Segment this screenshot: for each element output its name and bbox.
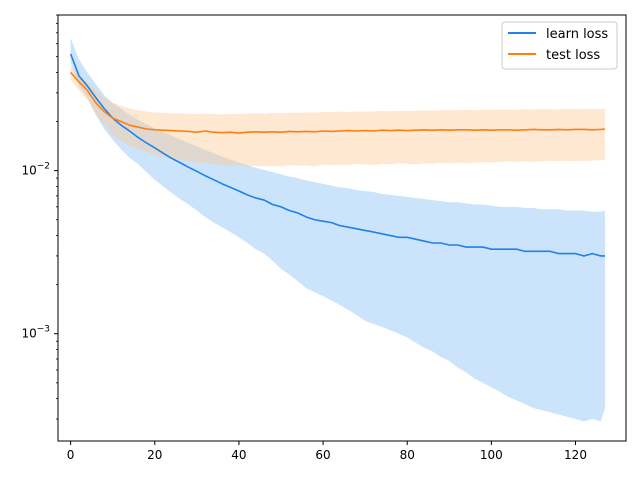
test-loss-band [70,65,605,167]
x-tick-label: 60 [315,448,330,462]
y-axis: 10−3 10−2 [21,14,58,420]
axes-frame [57,14,627,442]
legend-label-learn-loss: learn loss [546,27,608,42]
x-axis: 0 20 40 60 80 100 120 [67,441,587,462]
plot-area [69,38,606,422]
x-tick-label: 100 [480,448,503,462]
legend: learn loss test loss [501,21,618,70]
x-tick-label: 80 [400,448,415,462]
x-tick-label: 20 [147,448,162,462]
learn-loss-line [69,53,605,257]
learn-loss-band [70,38,605,422]
test-loss-line [70,71,606,134]
y-tick-label: 10−3 [21,325,50,341]
y-tick-label: 10−2 [21,162,50,178]
x-tick-label: 120 [564,448,587,462]
x-tick-label: 0 [67,448,75,462]
legend-label-test-loss: test loss [546,48,600,63]
x-tick-label: 40 [231,448,246,462]
